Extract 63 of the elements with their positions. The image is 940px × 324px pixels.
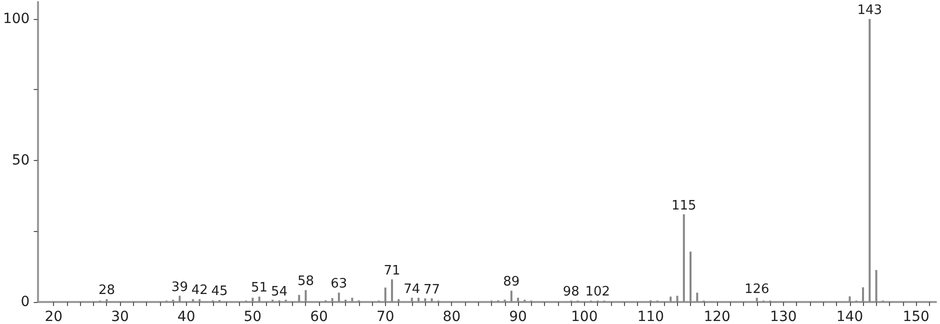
- bar: [298, 294, 300, 302]
- bar: [670, 296, 672, 302]
- bar: [338, 292, 340, 302]
- bar: [676, 296, 678, 302]
- x-tick-label: 80: [442, 309, 461, 324]
- annotation: 45: [211, 284, 228, 300]
- bar: [390, 279, 393, 302]
- x-tick-label: 120: [704, 309, 730, 324]
- annotation: 74: [404, 282, 420, 297]
- bar: [398, 299, 400, 302]
- bar: [410, 298, 413, 302]
- x-tick-label: 130: [770, 309, 797, 324]
- x-tick-label: 90: [509, 309, 527, 324]
- bar: [384, 288, 386, 302]
- annotation: 126: [744, 282, 770, 297]
- annotation: 143: [857, 2, 882, 18]
- bar: [862, 287, 864, 302]
- bar: [258, 296, 260, 302]
- x-tick-label: 40: [177, 309, 196, 324]
- bar: [252, 298, 254, 302]
- bar: [875, 270, 878, 302]
- x-tick-label: 50: [244, 309, 262, 324]
- bar: [192, 299, 194, 302]
- bar: [682, 214, 685, 302]
- bar: [848, 296, 851, 302]
- x-tick-label: 110: [637, 309, 664, 324]
- annotation: 42: [191, 283, 208, 298]
- y-tick-label: 100: [2, 10, 30, 27]
- x-tick-label: 20: [44, 309, 63, 324]
- y-tick-label: 50: [12, 152, 30, 168]
- bar: [106, 299, 108, 302]
- x-tick-label: 30: [111, 309, 129, 324]
- x-tick-label: 140: [836, 309, 864, 324]
- annotation: 71: [384, 263, 400, 278]
- bar: [756, 298, 758, 302]
- annotation: 98: [562, 284, 580, 300]
- annotation: 58: [297, 274, 314, 290]
- bar: [696, 292, 698, 302]
- annotation: 51: [251, 280, 268, 296]
- annotation: 115: [671, 198, 696, 214]
- annotation: 89: [503, 274, 520, 290]
- bar: [424, 298, 426, 302]
- bar: [418, 298, 420, 302]
- annotation: 102: [585, 284, 610, 300]
- bar: [198, 299, 201, 302]
- bar: [178, 296, 181, 302]
- bar: [351, 298, 354, 302]
- bar: [868, 18, 871, 302]
- annotation: 39: [171, 280, 188, 295]
- x-tick-label: 150: [902, 309, 930, 324]
- bar: [304, 290, 307, 302]
- bar: [331, 298, 334, 302]
- annotation: 63: [330, 276, 348, 292]
- x-tick-label: 100: [571, 309, 598, 324]
- y-tick-label: 0: [20, 294, 30, 310]
- x-tick-label: 60: [310, 309, 328, 324]
- x-tick-label: 70: [376, 309, 394, 324]
- bar: [517, 298, 520, 302]
- annotation: 77: [424, 282, 440, 298]
- annotation: 28: [98, 283, 115, 298]
- annotation: 54: [270, 284, 288, 300]
- bar: [430, 298, 433, 302]
- bar: [690, 252, 692, 302]
